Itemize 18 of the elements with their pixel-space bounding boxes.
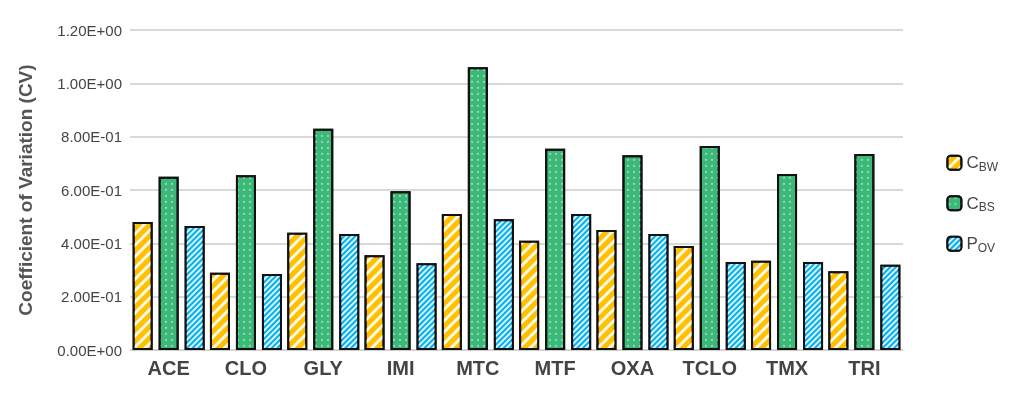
- x-tick-label: GLY: [303, 357, 344, 379]
- x-tick-label: TMX: [765, 357, 809, 379]
- x-tick-label: TRI: [848, 357, 881, 379]
- x-tick-label: CLO: [224, 357, 268, 379]
- y-tick-label: 2.00E-01: [61, 288, 122, 306]
- x-tick-label: MTC: [456, 357, 500, 379]
- y-tick-label: 6.00E-01: [61, 181, 122, 199]
- x-tick-label: MTF: [534, 357, 576, 379]
- y-axis-title: Coefficient of Variation (CV): [15, 64, 36, 316]
- x-tick-label: ACE: [147, 357, 190, 379]
- x-tick-label: TCLO: [682, 357, 737, 379]
- x-tick-label: OXA: [610, 357, 655, 379]
- y-tick-label: 1.00E+00: [57, 74, 122, 92]
- y-tick-label: 1.20E+00: [57, 21, 122, 39]
- y-tick-label: 4.00E-01: [61, 234, 122, 252]
- y-tick-label: 0.00E+00: [57, 341, 122, 359]
- y-tick-label: 8.00E-01: [61, 128, 122, 146]
- x-tick-label: IMI: [386, 357, 415, 379]
